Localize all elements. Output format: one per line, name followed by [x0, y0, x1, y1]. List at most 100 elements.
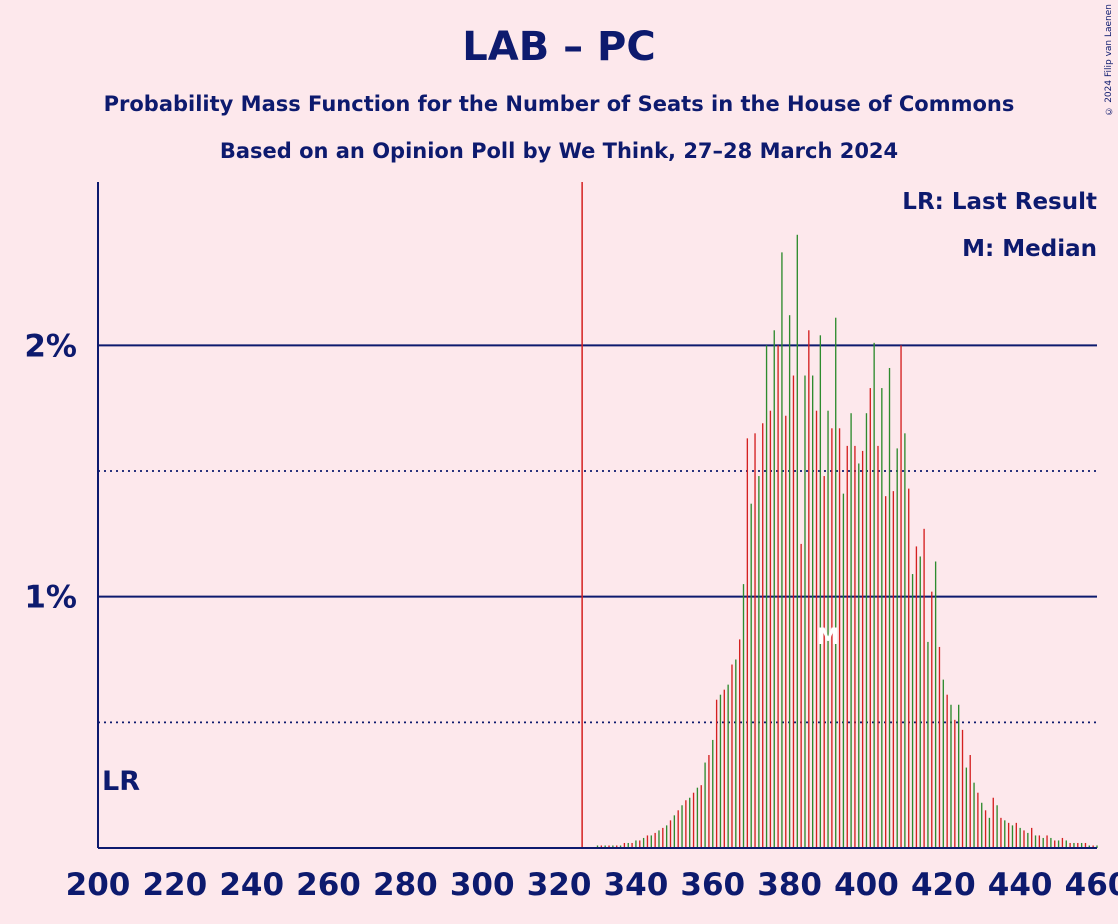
bar-449 — [1054, 840, 1056, 848]
bar-393 — [838, 428, 841, 848]
bar-401 — [869, 388, 871, 848]
bar-350 — [673, 815, 676, 848]
bar-385 — [808, 330, 810, 848]
bar-442 — [1027, 832, 1029, 848]
bar-340 — [635, 840, 637, 848]
bar-338 — [627, 842, 629, 848]
bar-429 — [977, 792, 979, 848]
bar-371 — [754, 433, 756, 848]
bar-395 — [846, 445, 848, 848]
bar-368 — [742, 584, 745, 848]
bar-366 — [735, 659, 737, 848]
bar-431 — [984, 810, 987, 848]
bar-364 — [727, 684, 729, 848]
bar-339 — [631, 842, 633, 848]
tick-labels: 200 220 240 260 280 300 320 340 360 380 400 420 440 4… — [24, 328, 1118, 903]
bar-414 — [919, 556, 921, 848]
x-tick-label: 300 — [450, 867, 515, 903]
bar-352 — [681, 805, 683, 848]
bar-378 — [781, 252, 783, 848]
bar-356 — [696, 787, 699, 848]
bar-341 — [639, 840, 641, 848]
bar-441 — [1023, 830, 1025, 848]
bar-402 — [873, 342, 875, 848]
bar-417 — [931, 591, 933, 848]
bar-382 — [796, 234, 798, 849]
bar-403 — [877, 445, 879, 848]
bar-418 — [934, 561, 937, 848]
bar-367 — [738, 639, 741, 848]
bar-345 — [654, 832, 656, 848]
bar-456 — [1080, 842, 1083, 848]
bar-390 — [827, 410, 829, 848]
y-tick-label: 2% — [24, 328, 77, 364]
bar-355 — [692, 792, 695, 848]
bar-330 — [596, 845, 599, 848]
bar-409 — [900, 345, 902, 848]
bar-353 — [685, 800, 687, 848]
bar-374 — [765, 345, 768, 848]
bar-432 — [988, 817, 991, 848]
bar-388 — [819, 335, 822, 848]
bar-335 — [616, 845, 618, 848]
bar-420 — [942, 679, 944, 848]
bar-399 — [861, 450, 864, 848]
bar-342 — [642, 837, 645, 848]
bar-422 — [950, 704, 952, 848]
x-tick-label: 420 — [911, 867, 976, 903]
x-tick-label: 400 — [834, 867, 899, 903]
bar-440 — [1019, 827, 1021, 848]
legend: LR: Last Result M: Median — [902, 189, 1097, 262]
chart-overlays: LR M — [102, 182, 839, 848]
bar-460 — [1096, 845, 1098, 848]
bar-384 — [804, 375, 806, 848]
bar-439 — [1015, 822, 1017, 848]
bar-334 — [612, 845, 614, 848]
bar-358 — [704, 762, 706, 848]
bar-347 — [662, 827, 664, 848]
bar-427 — [969, 755, 971, 848]
x-tick-label: 200 — [66, 867, 131, 903]
bar-336 — [619, 845, 622, 848]
bar-346 — [658, 830, 660, 848]
bar-333 — [608, 845, 610, 848]
x-tick-label: 220 — [142, 867, 207, 903]
bar-458 — [1088, 845, 1090, 848]
bar-453 — [1069, 842, 1071, 848]
bar-series — [596, 234, 1098, 849]
bar-386 — [811, 375, 814, 848]
bar-406 — [888, 367, 891, 848]
bar-426 — [965, 767, 968, 848]
x-tick-label: 380 — [757, 867, 822, 903]
last-result-label: LR — [102, 766, 140, 797]
bar-437 — [1007, 822, 1010, 848]
legend-item: LR: Last Result — [902, 189, 1097, 215]
x-tick-label: 360 — [680, 867, 745, 903]
bar-421 — [946, 694, 948, 848]
axes — [97, 182, 1097, 849]
median-label: M — [817, 625, 839, 650]
bar-405 — [885, 496, 887, 848]
bar-435 — [1000, 817, 1002, 848]
bar-451 — [1061, 837, 1064, 848]
bar-452 — [1065, 840, 1067, 848]
bar-424 — [958, 704, 960, 848]
bar-373 — [762, 423, 764, 848]
x-tick-label: 460 — [1065, 867, 1118, 903]
bar-362 — [719, 694, 722, 848]
bar-337 — [623, 842, 626, 848]
bar-392 — [835, 317, 837, 848]
bar-360 — [712, 739, 714, 848]
bar-389 — [823, 476, 825, 848]
gridlines — [98, 344, 1097, 724]
bar-365 — [731, 664, 733, 848]
bar-419 — [938, 646, 941, 848]
bar-433 — [992, 797, 994, 848]
chart-title: LAB – PC — [462, 24, 656, 70]
bar-369 — [746, 438, 749, 848]
bar-428 — [973, 782, 975, 848]
bar-370 — [750, 503, 752, 848]
legend-item: M: Median — [962, 236, 1097, 262]
bar-381 — [792, 375, 795, 848]
